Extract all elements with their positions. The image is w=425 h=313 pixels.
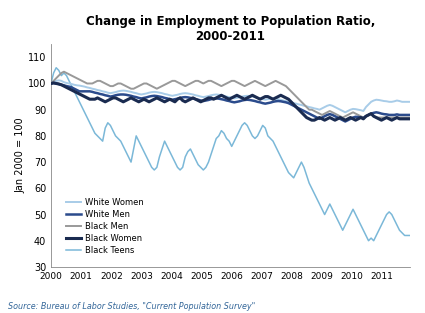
- Text: Source: Bureau of Labor Studies, "Current Population Survey": Source: Bureau of Labor Studies, "Curren…: [8, 302, 256, 311]
- Legend: White Women, White Men, Black Men, Black Women, Black Teens: White Women, White Men, Black Men, Black…: [62, 195, 147, 258]
- Title: Change in Employment to Population Ratio,
2000-2011: Change in Employment to Population Ratio…: [86, 15, 375, 43]
- Y-axis label: Jan 2000 = 100: Jan 2000 = 100: [15, 118, 25, 193]
